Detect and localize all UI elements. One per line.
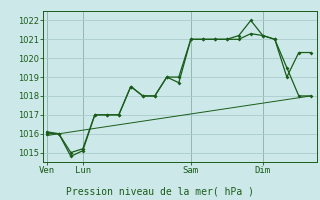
Text: Pression niveau de la mer( hPa ): Pression niveau de la mer( hPa ) (66, 186, 254, 196)
